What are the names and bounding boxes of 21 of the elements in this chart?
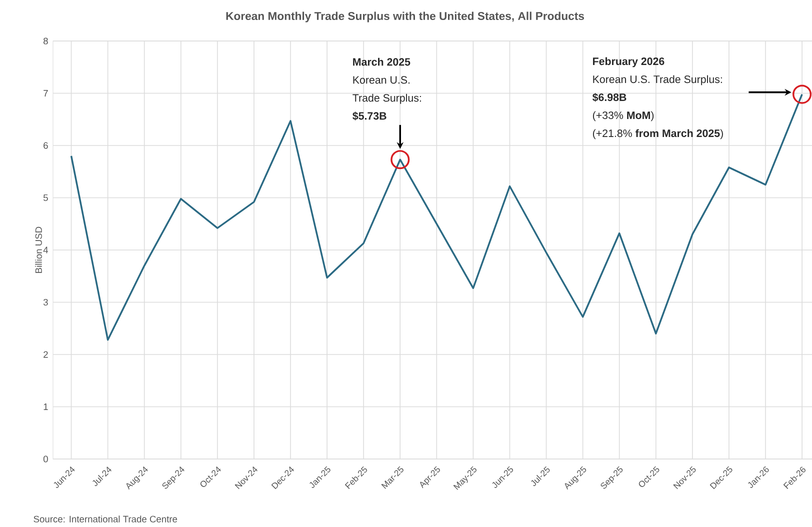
- y-tick-label: 4: [43, 246, 48, 254]
- annotation: Korean U.S.: [353, 76, 410, 84]
- y-tick-label: 6: [44, 142, 48, 149]
- annotation: February 2026: [593, 57, 664, 68]
- y-tick-label: 2: [44, 351, 48, 358]
- y-tick-label: 1: [44, 404, 48, 410]
- annotation: (+21.8% from March 2025): [592, 129, 723, 140]
- source-note: Source: International Trade Centre: [34, 516, 178, 522]
- annotation: Korean U.S. Trade Surplus:: [593, 75, 722, 86]
- y-tick-label: 8: [44, 38, 48, 44]
- annotation: (+33% MoM): [592, 111, 654, 122]
- y-tick-label: 0: [43, 456, 48, 462]
- y-axis-title: Billion USD: [35, 226, 42, 273]
- annotation: March 2025: [353, 58, 410, 66]
- y-tick-label: 7: [44, 90, 48, 96]
- annotation: $5.73B: [352, 112, 386, 120]
- annotation: $6.98B: [592, 93, 626, 102]
- y-tick-label: 3: [43, 298, 48, 306]
- y-tick-label: 5: [43, 194, 48, 201]
- chart-title: Korean Monthly Trade Surplus with the United States, All Products: [226, 12, 584, 22]
- annotation: Trade Surplus:: [352, 94, 421, 104]
